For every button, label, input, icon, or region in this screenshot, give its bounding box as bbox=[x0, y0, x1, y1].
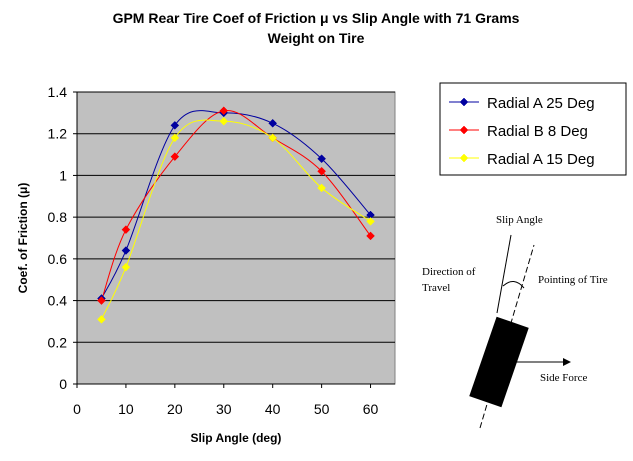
data-point bbox=[366, 231, 375, 241]
x-ticks: 0 10 20 30 40 50 60 bbox=[73, 384, 379, 417]
y-tick-label: 0.4 bbox=[48, 293, 68, 309]
x-tick-label: 60 bbox=[363, 401, 379, 417]
data-point bbox=[219, 116, 229, 126]
data-point bbox=[317, 183, 326, 193]
data-point bbox=[170, 133, 180, 143]
data-point bbox=[219, 106, 229, 116]
slip-angle-diagram: Slip Angle Direction of Travel Pointing … bbox=[396, 201, 633, 461]
data-point bbox=[121, 246, 131, 255]
data-point bbox=[97, 314, 106, 324]
pointing-of-tire-label: Pointing of Tire bbox=[538, 274, 608, 286]
legend-label: Radial A 25 Deg bbox=[487, 95, 595, 112]
legend: Radial A 25 Deg Radial B 8 Deg Radial A 15… bbox=[449, 95, 595, 168]
y-tick-label: 1.2 bbox=[48, 126, 68, 142]
data-point bbox=[317, 154, 326, 164]
y-ticks: 0 0.2 0.4 0.6 0.8 1 1.2 1.4 bbox=[48, 84, 77, 392]
data-point bbox=[121, 225, 131, 235]
plot-area bbox=[76, 91, 396, 385]
legend-label: Radial A 15 Deg bbox=[487, 151, 595, 168]
data-point bbox=[317, 166, 326, 176]
data-point bbox=[268, 133, 278, 143]
series-markers bbox=[97, 106, 375, 324]
y-tick-label: 0.6 bbox=[48, 251, 68, 267]
gridlines bbox=[77, 91, 395, 343]
data-point bbox=[170, 152, 180, 162]
data-point bbox=[170, 121, 180, 130]
y-tick-label: 1.4 bbox=[48, 84, 68, 100]
legend-marker bbox=[459, 125, 469, 135]
legend-marker bbox=[459, 97, 469, 107]
tire-shape bbox=[469, 316, 529, 408]
x-tick-label: 30 bbox=[216, 401, 232, 417]
slip-angle-label: Slip Angle bbox=[496, 214, 543, 226]
y-tick-label: 0 bbox=[59, 376, 67, 392]
legend-marker bbox=[459, 153, 469, 163]
side-force-label: Side Force bbox=[540, 372, 587, 384]
x-tick-label: 10 bbox=[118, 401, 134, 417]
x-tick-label: 20 bbox=[167, 401, 183, 417]
x-tick-label: 50 bbox=[314, 401, 330, 417]
y-tick-label: 1 bbox=[59, 167, 67, 183]
chart-subtitle: Weight on Tire bbox=[268, 30, 365, 46]
y-tick-label: 0.8 bbox=[48, 209, 68, 225]
chart-title: GPM Rear Tire Coef of Friction μ vs Slip… bbox=[113, 10, 520, 26]
side-force-arrowhead bbox=[563, 358, 571, 366]
slip-angle-arc bbox=[502, 281, 525, 289]
x-tick-label: 0 bbox=[73, 401, 81, 417]
y-axis-label: Coef. of Friction (μ) bbox=[16, 183, 30, 294]
direction-of-travel-label-2: Travel bbox=[422, 282, 450, 294]
direction-of-travel-label-1: Direction of bbox=[422, 266, 476, 278]
legend-label: Radial B 8 Deg bbox=[487, 123, 588, 140]
x-tick-label: 40 bbox=[265, 401, 281, 417]
data-point bbox=[97, 296, 106, 305]
data-point bbox=[121, 262, 131, 272]
direction-of-travel-line bbox=[496, 234, 512, 314]
y-tick-label: 0.2 bbox=[48, 334, 68, 350]
data-point bbox=[366, 216, 375, 226]
legend-box bbox=[439, 82, 627, 176]
data-point bbox=[268, 118, 278, 128]
x-axis-label: Slip Angle (deg) bbox=[191, 431, 282, 445]
